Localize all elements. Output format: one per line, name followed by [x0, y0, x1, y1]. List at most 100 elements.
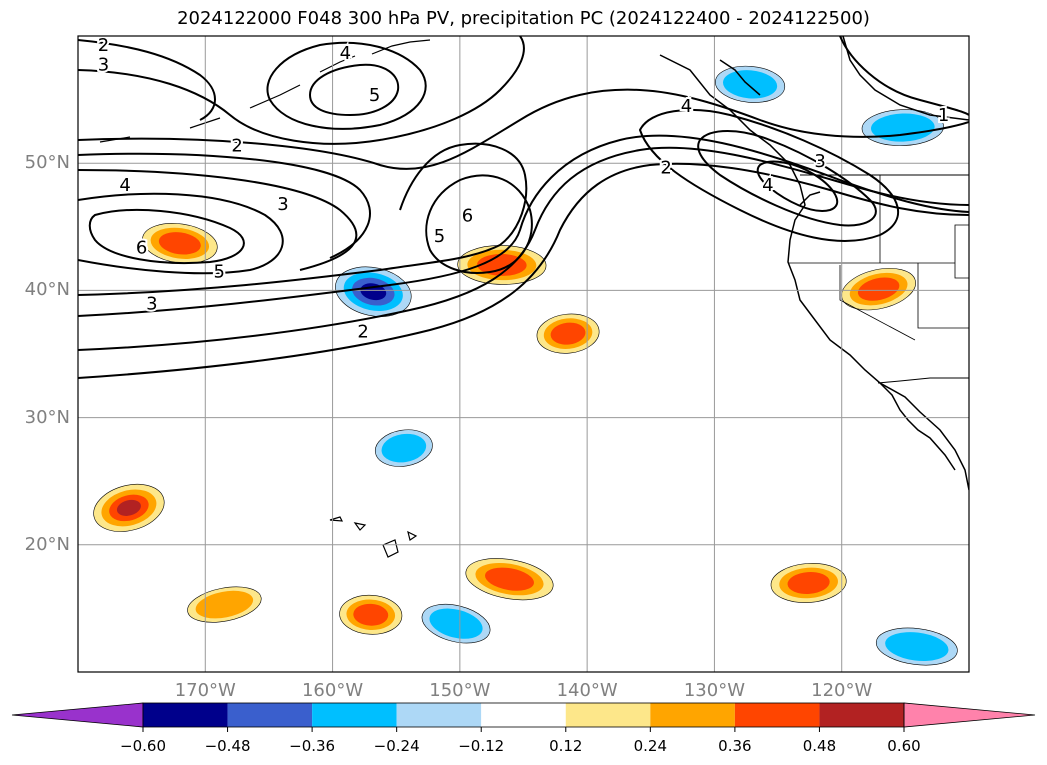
pv-contour-label: 5	[214, 262, 225, 283]
colorbar-tick-label: −0.24	[373, 737, 420, 755]
colorbar-tick-label: −0.60	[120, 737, 166, 755]
colorbar-extend-low	[11, 702, 144, 728]
pv-contour-5-south	[78, 142, 528, 296]
precip-level-fill	[871, 113, 935, 142]
pv-contour-label: 3	[814, 151, 825, 172]
state-borders	[788, 175, 969, 341]
precip-level-fill	[787, 571, 830, 594]
precip-level-fill	[477, 254, 527, 276]
colorbar-tick-label: 0.36	[718, 737, 752, 755]
latitude-label: 20°N	[24, 533, 70, 555]
colorbar-tick-label: 0.12	[549, 737, 583, 755]
coastline-hawaii	[329, 516, 418, 558]
precip-positive-region	[187, 586, 262, 623]
colorbar-segment	[143, 703, 228, 727]
precip-positive-region	[142, 223, 218, 264]
precip-positive-region	[465, 558, 554, 601]
precip-negative-region	[421, 603, 491, 644]
coastline-north-america	[659, 36, 969, 491]
pv-contour-2-south	[78, 162, 969, 379]
colorbar-extend-high	[903, 702, 1036, 728]
pv-contour-2-north	[78, 88, 969, 170]
colorbar-segment	[227, 703, 313, 727]
pv-contour-label: 1	[938, 105, 949, 126]
precip-level-fill	[381, 433, 427, 463]
colorbar-tick-label: 0.24	[633, 737, 668, 755]
pv-contour-label: 6	[462, 206, 473, 227]
pv-contour-label: 6	[136, 237, 147, 258]
pv-contour-6-west	[88, 208, 245, 265]
precip-negative-region	[335, 266, 412, 317]
colorbar-segment	[396, 703, 482, 727]
precip-level-fill	[353, 603, 389, 626]
pv-contour-5-west	[78, 192, 284, 275]
precip-positive-region	[841, 268, 916, 311]
pv-contour-label: 2	[660, 157, 671, 178]
pv-contour-4-west	[78, 169, 358, 271]
map-title: 2024122000 F048 300 hPa PV, precipitatio…	[177, 8, 870, 29]
pv-contour-label: 3	[277, 194, 288, 215]
colorbar-tick-label: 0.60	[887, 737, 921, 755]
colorbar-segment	[481, 703, 566, 727]
longitude-label: 130°W	[683, 680, 745, 701]
precip-positive-region	[93, 483, 165, 532]
precip-level-fill	[158, 232, 201, 255]
precip-positive-region	[770, 563, 847, 603]
longitude-label: 140°W	[556, 680, 618, 701]
pv-contour-label: 5	[369, 85, 380, 106]
precip-level-fill	[485, 567, 534, 591]
pv-contour-6-centre	[425, 174, 533, 274]
colorbar-tick-label: −0.12	[458, 737, 505, 755]
precip-level-fill	[429, 608, 483, 639]
pv-contour-5-east	[756, 160, 839, 212]
longitude-label: 150°W	[429, 680, 491, 701]
pv-contours	[78, 36, 969, 379]
colorbar-tick-label: −0.48	[204, 737, 251, 755]
pv-contour-label: 4	[119, 175, 130, 196]
latitude-label: 50°N	[24, 152, 70, 174]
longitude-label: 170°W	[174, 680, 236, 701]
precip-level-fill	[195, 590, 254, 619]
pv-contour-label: 2	[231, 136, 242, 157]
precip-positive-region	[339, 594, 403, 635]
pv-contour-label: 4	[340, 43, 351, 64]
pv-contour-4-south	[78, 134, 969, 317]
precip-positive-region	[536, 313, 600, 354]
pv-contour-3-north	[78, 36, 525, 145]
longitude-label: 120°W	[811, 680, 873, 701]
pv-contour-3-east	[638, 109, 900, 242]
pv-contour-label: 3	[146, 293, 157, 314]
precip-level-fill	[723, 70, 778, 99]
colorbar-frame	[142, 702, 905, 728]
pv-contour-label: 4	[762, 175, 773, 196]
colorbar-segment	[819, 703, 904, 727]
pv-contour-3-west	[78, 152, 371, 259]
precip-level-fill	[550, 322, 586, 345]
colorbar-tick-label: −0.36	[289, 737, 336, 755]
pv-contour-label: 2	[98, 35, 109, 56]
colorbar-segment	[312, 703, 397, 727]
pv-contour-2-top	[78, 39, 216, 121]
colorbar	[11, 702, 1036, 732]
precip-level-fill	[857, 277, 900, 301]
colorbar-tick-label: 0.48	[802, 737, 837, 755]
pv-contour-1-east	[839, 36, 969, 116]
map-frame	[77, 35, 970, 673]
pv-contour-5-north	[308, 63, 400, 117]
colorbar-segment	[650, 703, 735, 727]
border-us-mexico	[877, 377, 969, 384]
pv-contour-label: 5	[434, 226, 445, 247]
precip-negative-region	[374, 429, 433, 467]
latitude-label: 40°N	[24, 279, 70, 301]
coastline-baja-california	[879, 382, 956, 471]
latitude-label: 30°N	[24, 406, 70, 428]
longitude-label: 160°W	[301, 680, 364, 701]
precip-level-fill	[885, 632, 949, 662]
pv-contour-label: 4	[681, 96, 692, 117]
colorbar-segment	[565, 703, 651, 727]
pv-contour-label: 2	[357, 321, 368, 342]
pv-contour-4-east	[697, 130, 877, 227]
pv-contour-3-south	[78, 146, 969, 351]
